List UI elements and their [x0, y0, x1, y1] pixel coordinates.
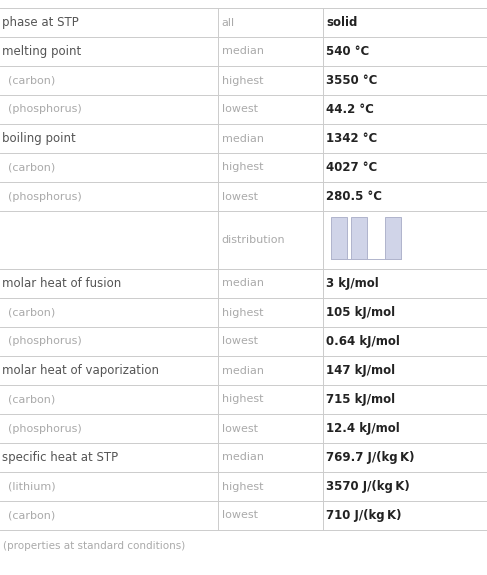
Text: median: median — [222, 453, 263, 462]
Text: lowest: lowest — [222, 191, 258, 201]
Text: highest: highest — [222, 163, 263, 172]
Text: (phosphorus): (phosphorus) — [8, 191, 82, 201]
Text: highest: highest — [222, 481, 263, 492]
Text: 540 °C: 540 °C — [326, 45, 370, 58]
Text: (phosphorus): (phosphorus) — [8, 424, 82, 434]
Text: 769.7 J/(kg K): 769.7 J/(kg K) — [326, 451, 415, 464]
Text: (carbon): (carbon) — [8, 511, 55, 520]
Text: lowest: lowest — [222, 105, 258, 114]
Text: 12.4 kJ/mol: 12.4 kJ/mol — [326, 422, 400, 435]
Bar — [351, 217, 367, 259]
Text: 715 kJ/mol: 715 kJ/mol — [326, 393, 395, 406]
Text: 1342 °C: 1342 °C — [326, 132, 377, 145]
Text: (phosphorus): (phosphorus) — [8, 336, 82, 347]
Text: median: median — [222, 47, 263, 56]
Text: median: median — [222, 278, 263, 289]
Text: 3570 J/(kg K): 3570 J/(kg K) — [326, 480, 410, 493]
Text: phase at STP: phase at STP — [2, 16, 79, 29]
Text: 147 kJ/mol: 147 kJ/mol — [326, 364, 395, 377]
Text: (carbon): (carbon) — [8, 163, 55, 172]
Text: 280.5 °C: 280.5 °C — [326, 190, 382, 203]
Text: highest: highest — [222, 308, 263, 317]
Text: lowest: lowest — [222, 424, 258, 434]
Text: distribution: distribution — [222, 235, 285, 245]
Text: 0.64 kJ/mol: 0.64 kJ/mol — [326, 335, 400, 348]
Text: median: median — [222, 366, 263, 375]
Text: (phosphorus): (phosphorus) — [8, 105, 81, 114]
Text: (carbon): (carbon) — [8, 75, 55, 86]
Text: 105 kJ/mol: 105 kJ/mol — [326, 306, 395, 319]
Text: solid: solid — [326, 16, 357, 29]
Text: lowest: lowest — [222, 511, 258, 520]
Text: median: median — [222, 133, 263, 144]
Text: 4027 °C: 4027 °C — [326, 161, 377, 174]
Text: molar heat of vaporization: molar heat of vaporization — [2, 364, 159, 377]
Text: boiling point: boiling point — [2, 132, 76, 145]
Text: specific heat at STP: specific heat at STP — [2, 451, 118, 464]
Text: (properties at standard conditions): (properties at standard conditions) — [3, 541, 185, 551]
Text: melting point: melting point — [2, 45, 82, 58]
Text: 710 J/(kg K): 710 J/(kg K) — [326, 509, 402, 522]
Text: (carbon): (carbon) — [8, 394, 55, 404]
Text: all: all — [222, 17, 235, 28]
Text: 3550 °C: 3550 °C — [326, 74, 377, 87]
Bar — [385, 217, 401, 259]
Bar — [331, 217, 347, 259]
Text: (lithium): (lithium) — [8, 481, 56, 492]
Text: 44.2 °C: 44.2 °C — [326, 103, 374, 116]
Text: 3 kJ/mol: 3 kJ/mol — [326, 277, 379, 290]
Text: (carbon): (carbon) — [8, 308, 55, 317]
Text: highest: highest — [222, 394, 263, 404]
Text: highest: highest — [222, 75, 263, 86]
Text: molar heat of fusion: molar heat of fusion — [2, 277, 122, 290]
Text: lowest: lowest — [222, 336, 258, 347]
